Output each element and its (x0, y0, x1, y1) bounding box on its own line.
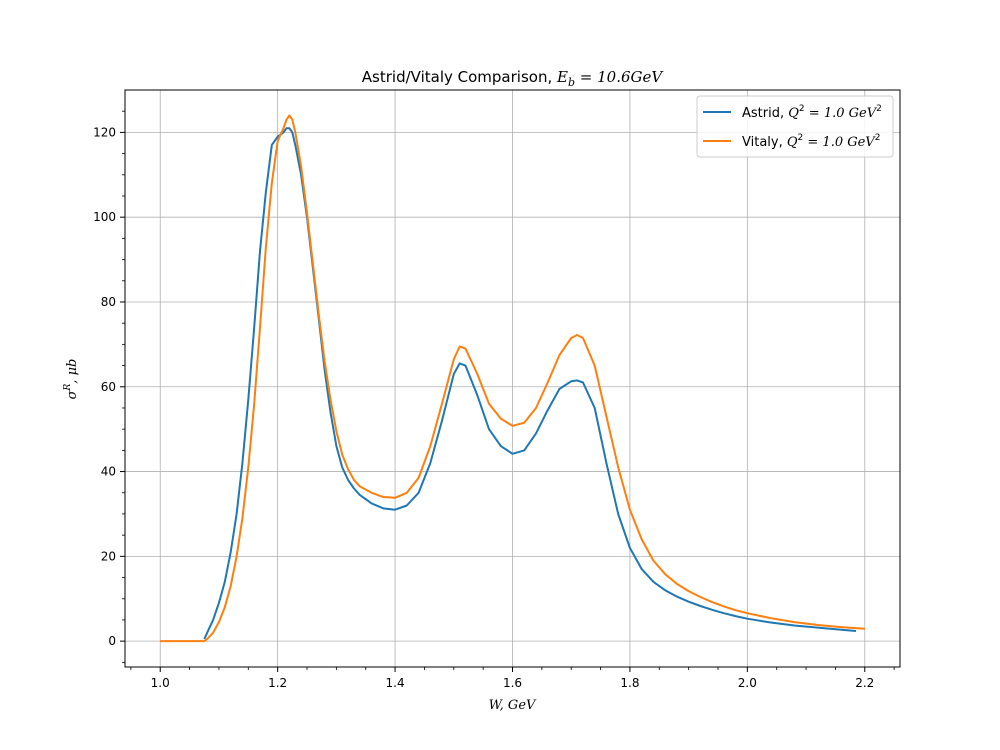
y-tick-label: 80 (101, 295, 116, 309)
y-tick-label: 100 (93, 210, 116, 224)
x-tick-label: 2.0 (738, 676, 757, 690)
y-axis-label: σR, μb (63, 359, 80, 400)
x-tick-label: 1.0 (151, 676, 170, 690)
x-tick-label: 2.2 (855, 676, 874, 690)
x-axis-label: W, GeV (489, 698, 537, 713)
legend-label-astrid: Astrid, Q2 = 1.0 GeV2 (742, 104, 882, 121)
legend: Astrid, Q2 = 1.0 GeV2 Vitaly, Q2 = 1.0 G… (696, 95, 894, 158)
x-tick-label: 1.4 (386, 676, 405, 690)
tick-marks: 1.0 1.2 1.4 1.6 1.8 2.0 2.2 0 20 40 60 80 100 120 (93, 110, 895, 690)
grid-lines (125, 90, 900, 667)
y-tick-label: 60 (101, 380, 116, 394)
legend-box (696, 95, 894, 158)
series-group (160, 114, 865, 643)
series-line-vitaly (160, 114, 865, 643)
y-tick-label: 40 (101, 465, 116, 479)
series-line-astrid (203, 127, 857, 640)
x-tick-label: 1.2 (268, 676, 287, 690)
legend-label-vitaly: Vitaly, Q2 = 1.0 GeV2 (742, 133, 880, 150)
x-tick-label: 1.6 (503, 676, 522, 690)
y-tick-label: 20 (101, 549, 116, 563)
x-tick-label: 1.8 (620, 676, 639, 690)
y-tick-label: 0 (108, 634, 116, 648)
chart-title: Astrid/Vitaly Comparison, Eb = 10.6GeV (362, 68, 665, 89)
y-tick-label: 120 (93, 125, 116, 139)
